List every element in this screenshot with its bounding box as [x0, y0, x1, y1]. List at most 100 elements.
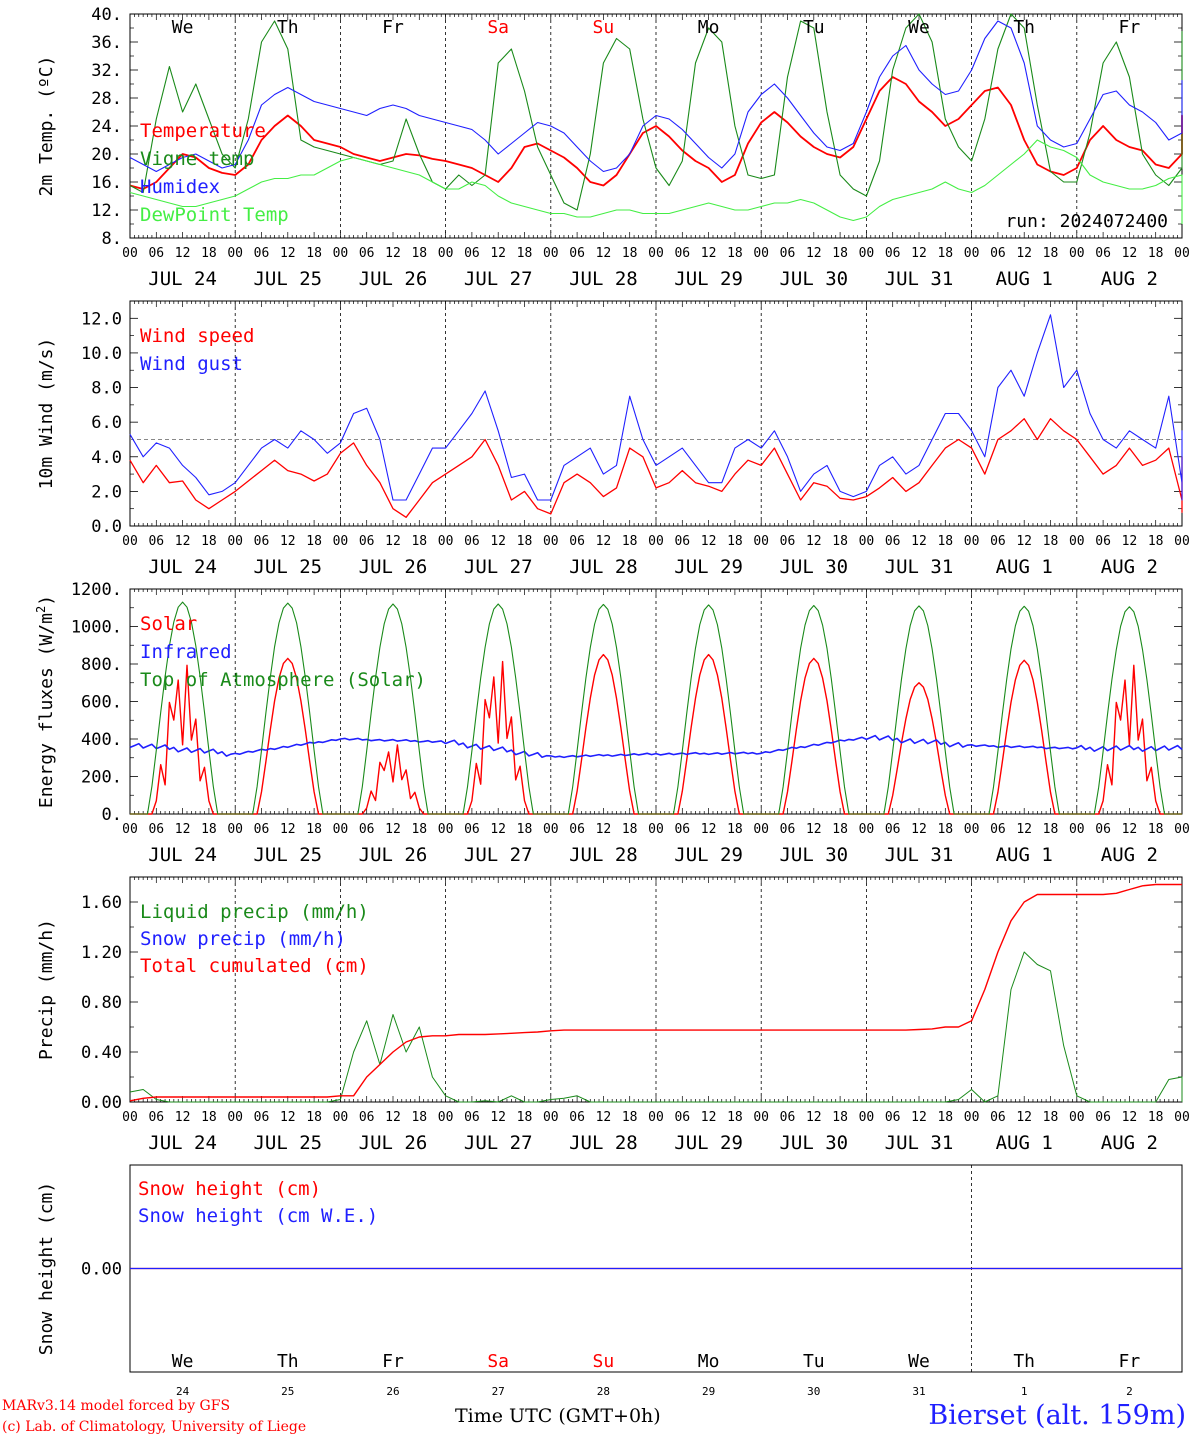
- hour-label: 00: [964, 246, 980, 261]
- hour-label: 00: [1069, 1110, 1085, 1125]
- y-tick-label: 10.0: [81, 344, 122, 364]
- date-label: AUG 1: [996, 844, 1053, 866]
- y-tick-label: 2.0: [91, 482, 122, 502]
- hour-label: 00: [543, 534, 559, 549]
- hour-label: 18: [306, 246, 322, 261]
- date-label: JUL 27: [464, 268, 533, 290]
- hour-label: 18: [1148, 534, 1164, 549]
- day-abbr: Tu: [803, 1351, 825, 1372]
- hour-label: 00: [1069, 534, 1085, 549]
- series-line-liquid-precip-mm-h-: [129, 951, 1183, 1103]
- date-label: JUL 25: [253, 268, 322, 290]
- hour-label: 12: [596, 1110, 612, 1125]
- hour-label: 06: [464, 1110, 480, 1125]
- date-label: JUL 29: [674, 1132, 743, 1154]
- hour-label: 12: [1016, 246, 1032, 261]
- date-label: JUL 31: [885, 844, 954, 866]
- hour-label: 12: [1016, 1110, 1032, 1125]
- day-abbr: Th: [277, 17, 299, 38]
- hour-label: 18: [622, 246, 638, 261]
- hour-label: 18: [517, 1110, 533, 1125]
- hour-label: 00: [964, 1110, 980, 1125]
- y-tick-label: 20.: [91, 145, 122, 165]
- date-label: JUL 29: [674, 268, 743, 290]
- hour-label: 18: [411, 822, 427, 837]
- hour-label: 06: [464, 822, 480, 837]
- hour-label: 00: [859, 246, 875, 261]
- day-number: 25: [281, 1385, 294, 1398]
- legend-entry: Wind speed: [140, 325, 254, 347]
- hour-label: 06: [885, 1110, 901, 1125]
- day-abbr: Mo: [698, 1351, 720, 1372]
- day-abbr: Th: [1013, 1351, 1035, 1372]
- hour-label: 12: [175, 1110, 191, 1125]
- hour-label: 00: [227, 1110, 243, 1125]
- hour-label: 06: [569, 822, 585, 837]
- hour-label: 18: [832, 534, 848, 549]
- date-label: JUL 31: [885, 1132, 954, 1154]
- hour-label: 18: [1043, 1110, 1059, 1125]
- day-abbr: We: [172, 17, 194, 38]
- hour-label: 18: [832, 246, 848, 261]
- station-name: Bierset (alt. 159m): [928, 1400, 1186, 1431]
- date-label: JUL 24: [148, 268, 217, 290]
- date-label: JUL 26: [359, 268, 428, 290]
- hour-label: 06: [990, 1110, 1006, 1125]
- hour-label: 18: [411, 246, 427, 261]
- y-tick-label: 0.: [102, 805, 122, 825]
- day-abbr: Th: [277, 1351, 299, 1372]
- hour-label: 18: [727, 1110, 743, 1125]
- y-tick-label: 1.60: [81, 893, 122, 913]
- hour-label: 00: [333, 822, 349, 837]
- panel-snow: 0.00 Snow height (cm) Snow height (cm) Snow…: [36, 1164, 1183, 1398]
- hour-label: 18: [411, 1110, 427, 1125]
- x-axis-title: Time UTC (GMT+0h): [455, 1405, 661, 1427]
- hour-label: 12: [806, 822, 822, 837]
- hour-label: 12: [490, 534, 506, 549]
- day-number: 1: [1021, 1385, 1028, 1398]
- hour-label: 00: [859, 534, 875, 549]
- hour-label: 18: [201, 246, 217, 261]
- hour-label: 00: [964, 534, 980, 549]
- y-axis-label: Precip (mm/h): [36, 919, 57, 1060]
- hour-label: 06: [254, 1110, 270, 1125]
- panel-wind: 00 06 12 18 00 06 12 18 00 06 12 18 00 06 12 18 00 06 12 18…: [36, 300, 1190, 578]
- hour-label: 00: [227, 822, 243, 837]
- hour-label: 00: [227, 246, 243, 261]
- legend-entry: Snow precip (mm/h): [140, 928, 346, 950]
- hour-label: 00: [1069, 246, 1085, 261]
- date-label: AUG 2: [1101, 268, 1158, 290]
- y-tick-label: 1200.: [71, 580, 122, 600]
- date-label: JUL 31: [885, 556, 954, 578]
- hour-label: 06: [569, 246, 585, 261]
- date-label: JUL 28: [569, 844, 638, 866]
- hour-label: 00: [122, 246, 138, 261]
- date-label: JUL 27: [464, 556, 533, 578]
- y-tick-label: 4.0: [91, 448, 122, 468]
- hour-label: 18: [201, 1110, 217, 1125]
- hour-label: 00: [333, 246, 349, 261]
- hour-label: 18: [201, 822, 217, 837]
- date-label: AUG 1: [996, 1132, 1053, 1154]
- series-line-humidex: [129, 20, 1183, 173]
- hour-label: 18: [517, 534, 533, 549]
- hour-label: 06: [569, 1110, 585, 1125]
- legend-entry: Snow height (cm W.E.): [138, 1205, 378, 1227]
- hour-label: 12: [385, 822, 401, 837]
- y-tick-label: 6.0: [91, 413, 122, 433]
- date-label: JUL 29: [674, 556, 743, 578]
- hour-label: 12: [1122, 822, 1138, 837]
- hour-label: 18: [306, 1110, 322, 1125]
- hour-label: 06: [359, 822, 375, 837]
- series-line-top-of-atmosphere-solar-: [130, 601, 1182, 815]
- hour-label: 00: [438, 1110, 454, 1125]
- hour-label: 12: [806, 534, 822, 549]
- y-tick-label: 800.: [81, 655, 122, 675]
- hour-label: 18: [1148, 822, 1164, 837]
- hour-label: 00: [543, 1110, 559, 1125]
- y-axis-label: 2m Temp. (ºC): [36, 56, 57, 197]
- hour-label: 00: [122, 534, 138, 549]
- day-number: 2: [1126, 1385, 1133, 1398]
- day-abbr: Su: [593, 17, 615, 38]
- y-tick-label: 600.: [81, 693, 122, 713]
